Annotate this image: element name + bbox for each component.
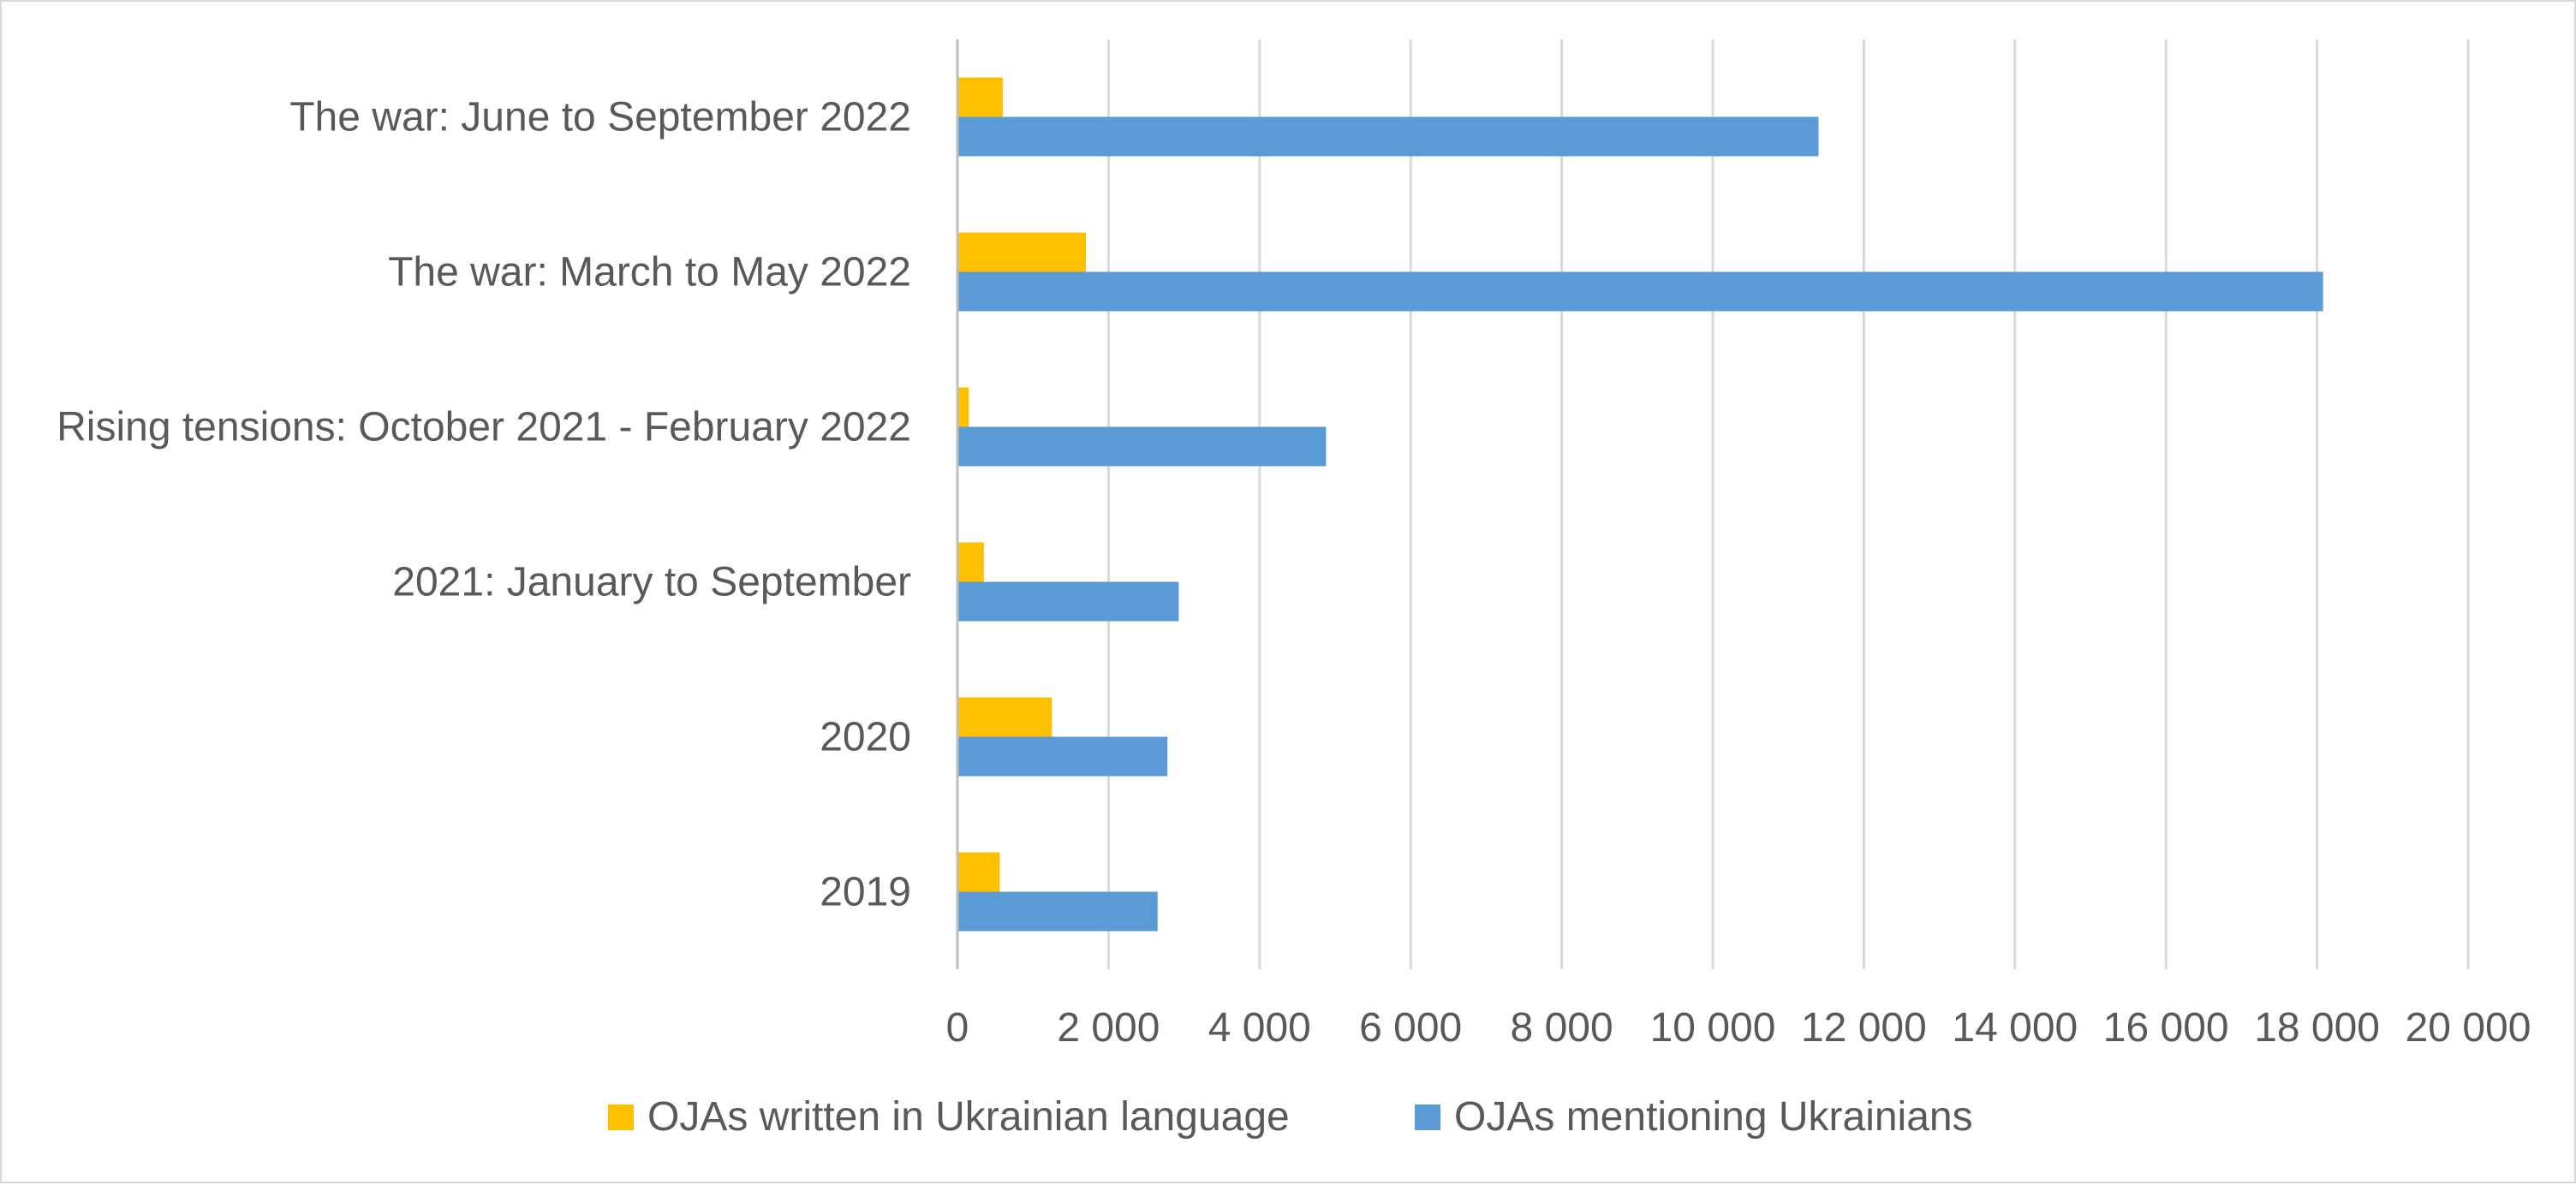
- bars: [957, 77, 2323, 932]
- tick-label-0: 0: [946, 1005, 969, 1051]
- tick-label-10: 20 000: [2406, 1005, 2531, 1051]
- tick-label-3: 6 000: [1359, 1005, 1462, 1051]
- bar-mentioning-ukrainians-4: [957, 271, 2323, 312]
- tick-label-4: 8 000: [1511, 1005, 1613, 1051]
- bar-mentioning-ukrainians-5: [957, 116, 1819, 157]
- bar-mentioning-ukrainians-1: [957, 736, 1168, 777]
- category-labels: 2019 2020 2021: January to September Rising…: [57, 95, 911, 915]
- bar-ukrainian-language-3: [957, 387, 969, 427]
- tick-label-6: 12 000: [1801, 1005, 1927, 1051]
- tick-label-9: 18 000: [2254, 1005, 2380, 1051]
- category-label-3: Rising tensions: October 2021 - February…: [57, 405, 911, 450]
- legend: OJAs written in Ukrainian language OJAs m…: [608, 1094, 1973, 1140]
- category-label-0: 2019: [820, 870, 911, 915]
- bar-mentioning-ukrainians-0: [957, 891, 1158, 932]
- tick-label-2: 4 000: [1208, 1005, 1311, 1051]
- bar-ukrainian-language-4: [957, 232, 1086, 272]
- bar-ukrainian-language-1: [957, 697, 1052, 737]
- tick-label-7: 14 000: [1952, 1005, 2078, 1051]
- bar-mentioning-ukrainians-3: [957, 426, 1327, 467]
- tick-label-1: 2 000: [1057, 1005, 1160, 1051]
- legend-label-0: OJAs written in Ukrainian language: [647, 1094, 1290, 1140]
- bar-mentioning-ukrainians-2: [957, 581, 1179, 622]
- gridlines: [1106, 39, 2470, 969]
- legend-label-1: OJAs mentioning Ukrainians: [1454, 1094, 1973, 1140]
- value-tick-labels: 0 2 000 4 000 6 000 8 000 10 000 12 000 14 000 1…: [946, 1005, 2531, 1051]
- legend-swatch-1: [1415, 1105, 1440, 1130]
- legend-swatch-0: [608, 1105, 634, 1130]
- bar-ukrainian-language-2: [957, 542, 984, 582]
- bar-ukrainian-language-5: [957, 77, 1003, 117]
- category-label-5: The war: June to September 2022: [289, 95, 911, 140]
- category-label-1: 2020: [820, 715, 911, 760]
- category-label-4: The war: March to May 2022: [388, 250, 911, 295]
- bar-ukrainian-language-0: [957, 852, 1000, 892]
- tick-label-8: 16 000: [2103, 1005, 2229, 1051]
- tick-label-5: 10 000: [1650, 1005, 1776, 1051]
- category-label-2: 2021: January to September: [392, 560, 911, 605]
